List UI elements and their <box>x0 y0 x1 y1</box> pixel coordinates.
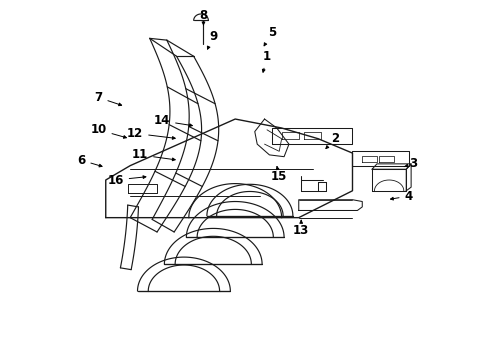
Text: 14: 14 <box>154 114 192 127</box>
Text: 11: 11 <box>132 148 175 161</box>
Text: 2: 2 <box>326 132 340 149</box>
Text: 12: 12 <box>127 127 175 140</box>
Text: 4: 4 <box>391 190 413 203</box>
Text: 7: 7 <box>95 91 122 106</box>
Text: 6: 6 <box>77 154 102 167</box>
Text: 16: 16 <box>107 174 146 186</box>
Text: 10: 10 <box>90 123 126 138</box>
Text: 5: 5 <box>264 27 276 46</box>
Text: 13: 13 <box>293 220 309 237</box>
Text: 3: 3 <box>404 157 417 170</box>
Text: 9: 9 <box>207 30 218 49</box>
Text: 8: 8 <box>199 9 208 25</box>
Text: 15: 15 <box>271 167 288 183</box>
Text: 1: 1 <box>262 50 271 72</box>
